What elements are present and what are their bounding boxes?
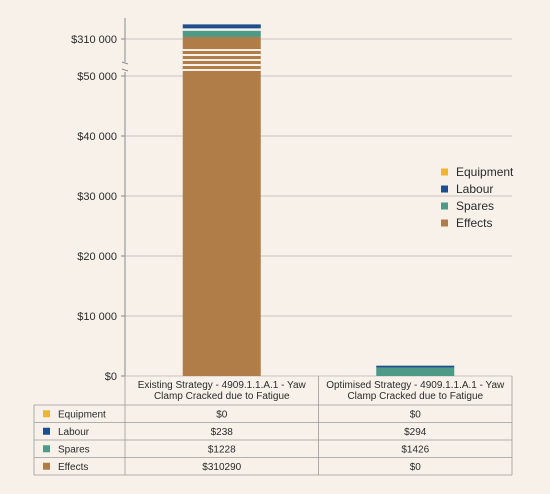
- legend-label: Spares: [456, 199, 494, 213]
- table-series-label: Effects: [58, 462, 88, 473]
- y-tick-label: $30 000: [77, 191, 117, 203]
- table-legend-swatch: [43, 445, 50, 453]
- table-value: $294: [404, 427, 427, 438]
- bar-labour[interactable]: [376, 365, 455, 368]
- bar-effects[interactable]: [182, 36, 261, 376]
- table-value: $310290: [202, 462, 241, 473]
- table-value: $0: [410, 409, 422, 420]
- legend-swatch: [441, 185, 448, 193]
- category-label: Clamp Cracked due to Fatigue: [347, 391, 483, 402]
- table-legend-swatch: [43, 427, 50, 435]
- table-legend-swatch: [43, 462, 50, 470]
- legend-swatch: [441, 202, 448, 210]
- bar-spares[interactable]: [182, 30, 261, 37]
- y-tick-label: $0: [105, 371, 117, 383]
- bar-break-stripe: [182, 64, 261, 66]
- bar-break-stripe: [182, 49, 261, 51]
- table-value: $1228: [208, 444, 236, 455]
- bar-break-stripe: [182, 54, 261, 56]
- y-tick-label: $20 000: [77, 251, 117, 263]
- table-series-label: Equipment: [58, 409, 106, 420]
- table-legend-swatch: [43, 410, 50, 418]
- legend-label: Labour: [456, 182, 493, 196]
- category-label: Clamp Cracked due to Fatigue: [154, 391, 290, 402]
- axis-break-mark: [121, 68, 129, 72]
- bar-break-stripe: [182, 69, 261, 71]
- axis-break-mark: [121, 61, 129, 65]
- table-value: $238: [211, 427, 234, 438]
- category-label: Optimised Strategy - 4909.1.1.A.1 - Yaw: [326, 380, 505, 391]
- table-series-label: Labour: [58, 427, 90, 438]
- table-value: $1426: [401, 444, 429, 455]
- category-label: Existing Strategy - 4909.1.1.A.1 - Yaw: [138, 380, 307, 391]
- bar-break-stripe: [182, 59, 261, 61]
- y-tick-label: $50 000: [77, 71, 117, 83]
- table-value: $0: [410, 462, 422, 473]
- bar-labour[interactable]: [182, 24, 261, 29]
- bar-spares[interactable]: [376, 367, 455, 376]
- table-value: $0: [216, 409, 228, 420]
- y-tick-label: $310 000: [71, 34, 117, 46]
- legend-swatch: [441, 219, 448, 227]
- y-tick-label: $40 000: [77, 131, 117, 143]
- table-series-label: Spares: [58, 444, 90, 455]
- legend-label: Equipment: [456, 165, 514, 179]
- legend-label: Effects: [456, 216, 492, 230]
- y-tick-label: $10 000: [77, 311, 117, 323]
- legend-swatch: [441, 168, 448, 176]
